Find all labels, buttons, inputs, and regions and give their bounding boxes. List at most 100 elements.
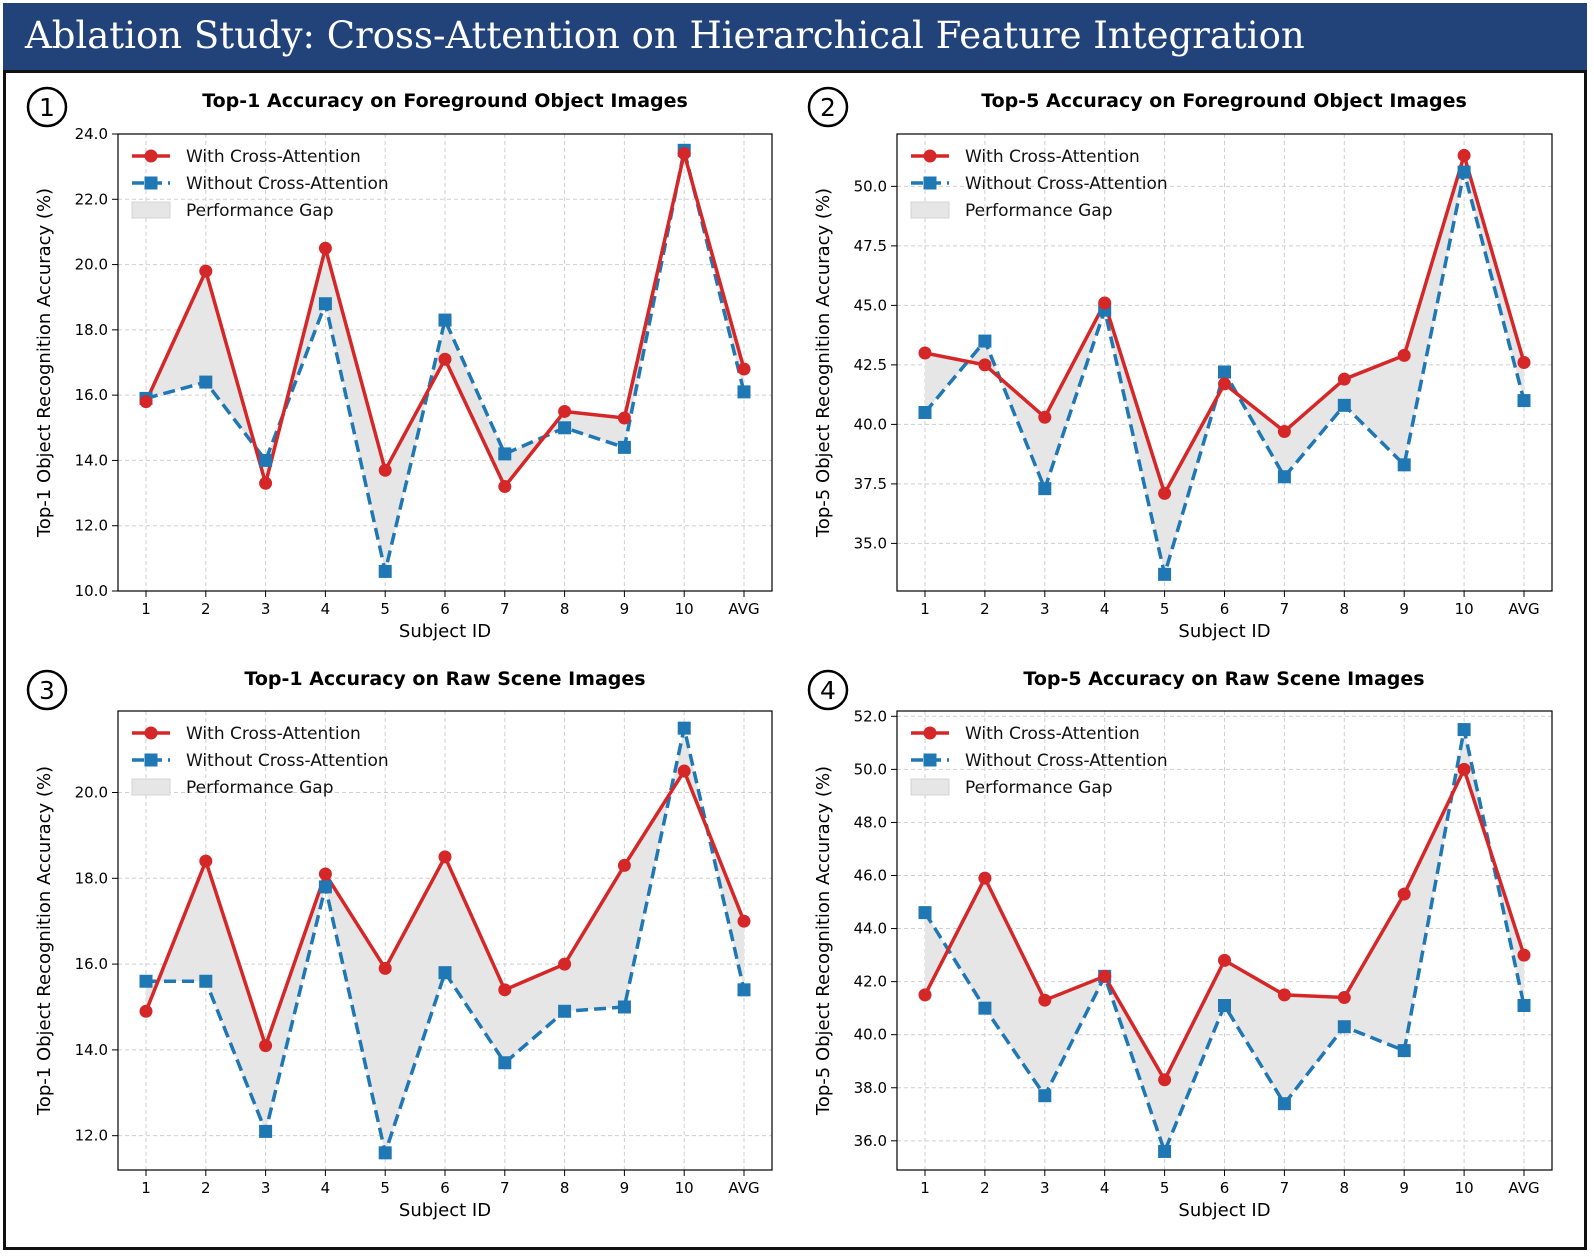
panel-badge xyxy=(26,86,68,128)
marker-with xyxy=(1158,486,1172,500)
marker-with xyxy=(918,346,932,360)
legend-swatch-gap xyxy=(131,201,171,219)
marker-without xyxy=(1517,394,1531,408)
x-tick-label: 1 xyxy=(920,1179,930,1197)
x-tick-label: 3 xyxy=(1040,600,1050,618)
marker-with xyxy=(1457,762,1471,776)
y-tick-label: 40.0 xyxy=(854,415,887,433)
marker-without xyxy=(1457,723,1471,737)
x-tick-label: AVG xyxy=(1508,1179,1539,1197)
marker-with xyxy=(378,961,392,975)
legend-label-with: With Cross-Attention xyxy=(965,147,1140,167)
marker-with xyxy=(978,871,992,885)
x-axis-label: Subject ID xyxy=(399,1200,491,1221)
marker-with xyxy=(199,854,213,868)
y-tick-label: 42.5 xyxy=(854,356,887,374)
legend-marker-without xyxy=(923,176,937,190)
marker-with xyxy=(1218,377,1231,391)
marker-with xyxy=(558,404,572,418)
x-tick-label: 6 xyxy=(440,1179,450,1197)
marker-with xyxy=(259,476,273,490)
marker-with xyxy=(1038,993,1052,1007)
x-tick-label: 9 xyxy=(1399,1179,1409,1197)
marker-without xyxy=(1277,470,1291,484)
marker-without xyxy=(978,1001,992,1015)
marker-without xyxy=(918,906,932,920)
x-tick-label: 2 xyxy=(980,600,990,618)
marker-with xyxy=(1277,425,1291,439)
marker-with xyxy=(199,264,213,278)
y-tick-label: 45.0 xyxy=(854,296,887,314)
marker-without xyxy=(378,1146,392,1160)
performance-gap-area xyxy=(146,728,744,1153)
marker-without xyxy=(259,453,273,467)
x-tick-label: 6 xyxy=(440,600,450,618)
x-tick-label: 5 xyxy=(1160,1179,1170,1197)
marker-with xyxy=(1457,148,1471,162)
marker-without xyxy=(978,334,992,348)
chart-panel-4: 1 2 3 4 5 6 7 8 9 10 AVG 36.0 38.0 40.0 42.0 44.0 46.0 48… xyxy=(807,668,1553,1221)
marker-with xyxy=(259,1039,273,1053)
x-tick-label: 3 xyxy=(261,1179,271,1197)
panel-title: Top-5 Accuracy on Raw Scene Images xyxy=(1023,668,1424,690)
series-line-without xyxy=(145,149,746,572)
marker-with xyxy=(1098,296,1112,310)
legend-marker-with xyxy=(144,726,158,740)
legend-swatch-gap xyxy=(131,778,171,796)
marker-without xyxy=(1397,1044,1411,1058)
marker-without xyxy=(558,421,572,435)
marker-with xyxy=(617,411,631,425)
marker-with xyxy=(978,358,992,372)
marker-without xyxy=(1038,1089,1052,1103)
panel-badge xyxy=(807,86,849,128)
marker-without xyxy=(1337,1020,1351,1034)
marker-with xyxy=(139,1004,153,1018)
marker-without xyxy=(1218,999,1231,1013)
y-tick-label: 22.0 xyxy=(75,190,108,208)
legend: With Cross-Attention Without Cross-Attent… xyxy=(910,147,1168,221)
x-tick-label: 7 xyxy=(1280,1179,1290,1197)
legend-marker-without xyxy=(144,176,158,190)
marker-without xyxy=(1517,999,1531,1013)
legend: With Cross-Attention Without Cross-Attent… xyxy=(131,724,389,798)
performance-gap-area xyxy=(925,155,1524,575)
legend-swatch-gap xyxy=(910,778,950,796)
x-tick-label: 10 xyxy=(1455,600,1474,618)
marker-with xyxy=(918,988,932,1002)
legend-marker-with xyxy=(923,726,937,740)
chart-panel-1: 1 2 3 4 5 6 7 8 9 10 AVG 10.0 12.0 14.0 16.0 18.0 20.0 22… xyxy=(26,86,773,642)
legend-marker-without xyxy=(923,753,937,767)
marker-with xyxy=(438,352,452,366)
marker-without xyxy=(1457,165,1471,179)
x-tick-label: 5 xyxy=(1160,600,1170,618)
x-tick-label: 10 xyxy=(675,1179,694,1197)
y-tick-label: 18.0 xyxy=(75,321,108,339)
y-tick-label: 35.0 xyxy=(854,534,887,552)
legend: With Cross-Attention Without Cross-Attent… xyxy=(910,724,1168,798)
panel-title: Top-5 Accuracy on Foreground Object Imag… xyxy=(981,90,1467,112)
marker-with xyxy=(558,957,572,971)
x-tick-label: 7 xyxy=(1280,600,1290,618)
panel-badge xyxy=(26,669,68,711)
x-axis-label: Subject ID xyxy=(1178,621,1270,642)
x-tick-label: 9 xyxy=(620,1179,630,1197)
legend-label-without: Without Cross-Attention xyxy=(965,174,1168,194)
panel-badge-number: 2 xyxy=(820,93,836,122)
marker-with xyxy=(737,914,751,928)
marker-with xyxy=(1397,887,1411,901)
marker-without xyxy=(918,405,932,419)
x-tick-label: 5 xyxy=(380,600,390,618)
x-tick-label: 8 xyxy=(1340,1179,1350,1197)
panel-badge-number: 1 xyxy=(39,93,55,122)
y-tick-label: 14.0 xyxy=(75,451,108,469)
marker-with xyxy=(498,983,512,997)
legend-label-with: With Cross-Attention xyxy=(186,147,361,167)
legend-swatch-gap xyxy=(910,201,950,219)
y-tick-label: 47.5 xyxy=(854,237,887,255)
x-tick-label: 6 xyxy=(1220,600,1230,618)
y-axis-label: Top-5 Object Recognition Accuracy (%) xyxy=(813,766,834,1116)
y-tick-label: 52.0 xyxy=(854,707,887,725)
marker-with xyxy=(617,858,631,872)
marker-with xyxy=(1517,948,1531,962)
